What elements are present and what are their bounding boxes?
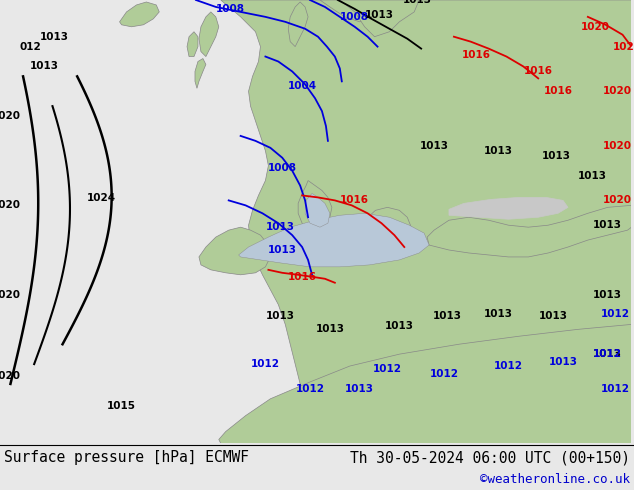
Text: 1012: 1012 (295, 384, 325, 394)
Text: 1012: 1012 (601, 310, 630, 319)
Text: 1013: 1013 (268, 245, 297, 255)
Text: 1012: 1012 (429, 369, 458, 379)
Text: 1020: 1020 (0, 290, 21, 300)
Polygon shape (199, 12, 219, 56)
Text: 1016: 1016 (543, 86, 573, 96)
Text: 1016: 1016 (462, 49, 491, 60)
Text: 1020: 1020 (603, 86, 632, 96)
Polygon shape (120, 2, 159, 27)
Text: 1013: 1013 (539, 312, 567, 321)
Text: 012: 012 (20, 42, 41, 51)
Text: 1013: 1013 (593, 220, 622, 230)
Polygon shape (359, 207, 411, 247)
Text: 1024: 1024 (87, 194, 116, 203)
Polygon shape (288, 2, 308, 47)
Polygon shape (238, 213, 429, 267)
Polygon shape (219, 324, 631, 443)
Text: 1012: 1012 (601, 384, 630, 394)
Text: 1015: 1015 (107, 401, 136, 411)
Text: 1013: 1013 (541, 151, 571, 161)
Text: 1013: 1013 (266, 222, 295, 232)
Text: 1012: 1012 (251, 359, 280, 369)
Text: 1012: 1012 (373, 364, 402, 374)
Polygon shape (427, 205, 631, 257)
Text: 1004: 1004 (288, 81, 316, 91)
Text: 1013: 1013 (266, 312, 295, 321)
Text: 1013: 1013 (593, 290, 622, 300)
Text: 1020: 1020 (581, 22, 611, 32)
Text: 1020: 1020 (0, 200, 21, 210)
Text: 1013: 1013 (345, 384, 374, 394)
Text: 1020: 1020 (0, 371, 21, 381)
Polygon shape (199, 227, 270, 275)
Polygon shape (305, 194, 330, 227)
Text: 1012: 1012 (494, 361, 523, 371)
Text: Th 30-05-2024 06:00 UTC (00+150): Th 30-05-2024 06:00 UTC (00+150) (350, 450, 630, 465)
Polygon shape (340, 0, 419, 37)
Text: 1013: 1013 (365, 10, 394, 20)
Text: 1012: 1012 (593, 349, 622, 359)
Polygon shape (449, 197, 568, 219)
Polygon shape (320, 0, 399, 22)
Text: 1013: 1013 (578, 171, 607, 181)
Text: 1013: 1013 (315, 324, 344, 334)
Polygon shape (187, 32, 198, 56)
Polygon shape (298, 180, 332, 230)
Text: 1008: 1008 (268, 163, 297, 172)
Text: 1013: 1013 (385, 321, 414, 331)
Text: 1013: 1013 (432, 312, 462, 321)
Text: 1020: 1020 (0, 111, 21, 121)
Text: 1013: 1013 (30, 61, 59, 72)
Text: 1016: 1016 (340, 196, 369, 205)
Text: 1013: 1013 (548, 357, 578, 367)
Text: Surface pressure [hPa] ECMWF: Surface pressure [hPa] ECMWF (4, 450, 249, 465)
Text: 1013: 1013 (403, 0, 432, 5)
Text: 1013: 1013 (593, 349, 622, 359)
Text: 1013: 1013 (39, 32, 68, 42)
Text: ©weatheronline.co.uk: ©weatheronline.co.uk (480, 473, 630, 487)
Text: 1013: 1013 (484, 146, 513, 156)
Text: 1020: 1020 (603, 141, 632, 151)
Polygon shape (221, 0, 631, 443)
Text: 1013: 1013 (420, 141, 449, 151)
Text: 1008: 1008 (216, 4, 245, 14)
Text: 1008: 1008 (340, 12, 369, 22)
Text: 1013: 1013 (484, 310, 513, 319)
Text: 1016: 1016 (524, 67, 553, 76)
Polygon shape (195, 58, 206, 88)
Text: 1020: 1020 (613, 42, 634, 51)
Text: 1020: 1020 (603, 196, 632, 205)
Text: 1016: 1016 (288, 272, 316, 282)
